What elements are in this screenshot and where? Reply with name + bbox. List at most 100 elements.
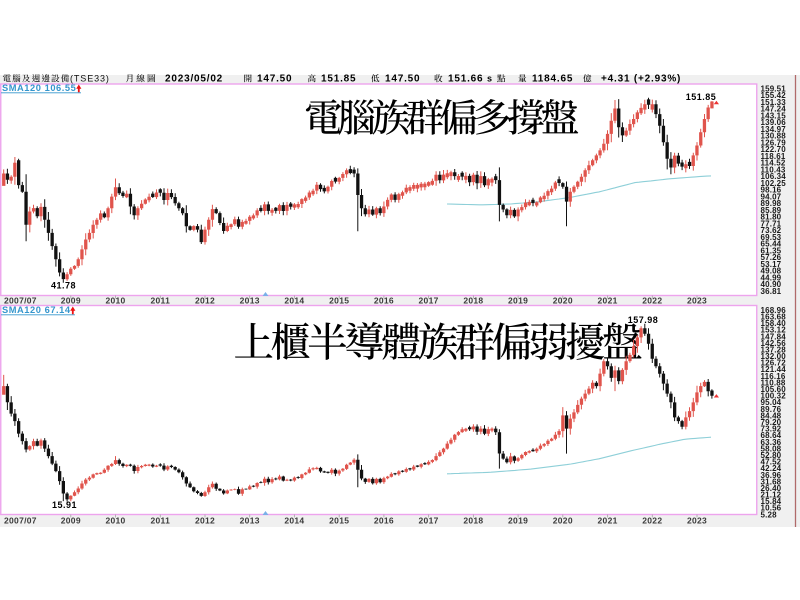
svg-text:158.40: 158.40 bbox=[761, 319, 787, 328]
svg-text:151.85: 151.85 bbox=[686, 92, 717, 102]
svg-text:69.53: 69.53 bbox=[761, 233, 782, 242]
svg-text:2009: 2009 bbox=[61, 516, 81, 526]
svg-text:26.40: 26.40 bbox=[761, 484, 782, 493]
svg-text:2019: 2019 bbox=[508, 516, 528, 526]
svg-text:118.61: 118.61 bbox=[761, 152, 786, 161]
svg-text:2012: 2012 bbox=[195, 296, 215, 306]
svg-text:110.88: 110.88 bbox=[761, 378, 786, 387]
svg-text:100.32: 100.32 bbox=[761, 392, 787, 401]
svg-text:134.97: 134.97 bbox=[761, 125, 787, 134]
svg-text:142.56: 142.56 bbox=[761, 339, 787, 348]
svg-text:1184.65: 1184.65 bbox=[532, 74, 573, 85]
svg-text:157.98: 157.98 bbox=[628, 315, 659, 325]
svg-text:155.42: 155.42 bbox=[761, 91, 787, 100]
svg-text:130.88: 130.88 bbox=[761, 132, 787, 141]
svg-text:41.78: 41.78 bbox=[51, 281, 76, 291]
svg-text:57.26: 57.26 bbox=[761, 253, 782, 262]
svg-text:21.12: 21.12 bbox=[761, 491, 782, 500]
svg-text:2018: 2018 bbox=[463, 296, 483, 306]
svg-text:63.36: 63.36 bbox=[761, 438, 782, 447]
svg-text:143.15: 143.15 bbox=[761, 111, 787, 120]
svg-text:79.20: 79.20 bbox=[761, 418, 782, 427]
svg-text:SMA120 67.14: SMA120 67.14 bbox=[2, 305, 71, 315]
svg-text:2021: 2021 bbox=[598, 516, 618, 526]
svg-text:2023: 2023 bbox=[687, 296, 707, 306]
svg-text:151.85: 151.85 bbox=[321, 74, 356, 85]
svg-text:15.84: 15.84 bbox=[761, 497, 782, 506]
svg-text:2011: 2011 bbox=[150, 516, 170, 526]
svg-text:10.56: 10.56 bbox=[761, 504, 782, 513]
svg-text:95.04: 95.04 bbox=[761, 398, 782, 407]
svg-text:116.16: 116.16 bbox=[761, 372, 786, 381]
svg-text:2015: 2015 bbox=[329, 296, 349, 306]
svg-text:126.72: 126.72 bbox=[761, 359, 787, 368]
svg-text:2013: 2013 bbox=[240, 516, 260, 526]
svg-text:65.44: 65.44 bbox=[761, 240, 782, 249]
svg-text:105.60: 105.60 bbox=[761, 385, 787, 394]
svg-text:53.17: 53.17 bbox=[761, 260, 782, 269]
svg-text:s: s bbox=[487, 74, 492, 84]
svg-text:5.28: 5.28 bbox=[761, 510, 778, 519]
svg-text:147.50: 147.50 bbox=[385, 74, 420, 85]
svg-text:2023/05/02: 2023/05/02 bbox=[165, 74, 223, 85]
svg-text:2007/07: 2007/07 bbox=[4, 296, 37, 306]
svg-text:61.35: 61.35 bbox=[761, 246, 782, 255]
svg-text:52.80: 52.80 bbox=[761, 451, 782, 460]
svg-text:2012: 2012 bbox=[195, 516, 215, 526]
svg-text:2010: 2010 bbox=[105, 516, 125, 526]
svg-text:114.52: 114.52 bbox=[761, 159, 786, 168]
svg-text:2020: 2020 bbox=[553, 296, 573, 306]
svg-text:98.16: 98.16 bbox=[761, 186, 782, 195]
svg-text:147.24: 147.24 bbox=[761, 105, 787, 114]
svg-text:68.64: 68.64 bbox=[761, 431, 782, 440]
svg-text:94.07: 94.07 bbox=[761, 192, 782, 201]
svg-text:153.12: 153.12 bbox=[761, 326, 787, 335]
svg-text:81.80: 81.80 bbox=[761, 213, 782, 222]
svg-text:42.24: 42.24 bbox=[761, 464, 782, 473]
svg-text:2022: 2022 bbox=[642, 296, 662, 306]
svg-text:2014: 2014 bbox=[284, 516, 304, 526]
svg-text:102.25: 102.25 bbox=[761, 179, 787, 188]
svg-text:73.62: 73.62 bbox=[761, 226, 782, 235]
svg-text:126.79: 126.79 bbox=[761, 138, 787, 147]
svg-text:77.71: 77.71 bbox=[761, 219, 782, 228]
svg-text:168.96: 168.96 bbox=[761, 306, 787, 315]
svg-text:89.98: 89.98 bbox=[761, 199, 782, 208]
svg-text:SMA120 106.55: SMA120 106.55 bbox=[2, 83, 76, 93]
svg-text:2023: 2023 bbox=[687, 516, 707, 526]
svg-text:2016: 2016 bbox=[374, 516, 394, 526]
svg-text:2017: 2017 bbox=[419, 296, 439, 306]
svg-text:122.70: 122.70 bbox=[761, 145, 787, 154]
svg-text:2018: 2018 bbox=[463, 516, 483, 526]
svg-text:49.08: 49.08 bbox=[761, 267, 782, 276]
svg-text:36.96: 36.96 bbox=[761, 471, 782, 480]
svg-text:2017: 2017 bbox=[419, 516, 439, 526]
svg-text:147.50: 147.50 bbox=[257, 74, 292, 85]
svg-text:58.08: 58.08 bbox=[761, 444, 782, 453]
svg-text:47.52: 47.52 bbox=[761, 458, 782, 467]
svg-text:2016: 2016 bbox=[374, 296, 394, 306]
svg-text:36.81: 36.81 bbox=[761, 287, 782, 296]
svg-text:15.91: 15.91 bbox=[52, 500, 77, 510]
svg-text:147.84: 147.84 bbox=[761, 332, 787, 341]
svg-text:151.66: 151.66 bbox=[448, 74, 483, 85]
svg-text:40.90: 40.90 bbox=[761, 280, 782, 289]
svg-text:2007/07: 2007/07 bbox=[4, 516, 37, 526]
svg-text:+4.31 (+2.93%): +4.31 (+2.93%) bbox=[601, 74, 681, 85]
svg-text:151.33: 151.33 bbox=[761, 98, 787, 107]
svg-text:2010: 2010 bbox=[105, 296, 125, 306]
svg-text:(TSE33): (TSE33) bbox=[70, 74, 110, 84]
svg-text:2019: 2019 bbox=[508, 296, 528, 306]
svg-text:2022: 2022 bbox=[642, 516, 662, 526]
svg-text:31.68: 31.68 bbox=[761, 477, 782, 486]
svg-text:110.43: 110.43 bbox=[761, 165, 786, 174]
svg-text:2020: 2020 bbox=[553, 516, 573, 526]
svg-text:2021: 2021 bbox=[598, 296, 618, 306]
svg-text:84.48: 84.48 bbox=[761, 411, 782, 420]
svg-text:106.34: 106.34 bbox=[761, 172, 787, 181]
svg-text:137.28: 137.28 bbox=[761, 346, 787, 355]
svg-text:159.51: 159.51 bbox=[761, 84, 787, 93]
svg-text:2014: 2014 bbox=[284, 296, 304, 306]
svg-text:73.92: 73.92 bbox=[761, 425, 782, 434]
svg-text:85.89: 85.89 bbox=[761, 206, 782, 215]
